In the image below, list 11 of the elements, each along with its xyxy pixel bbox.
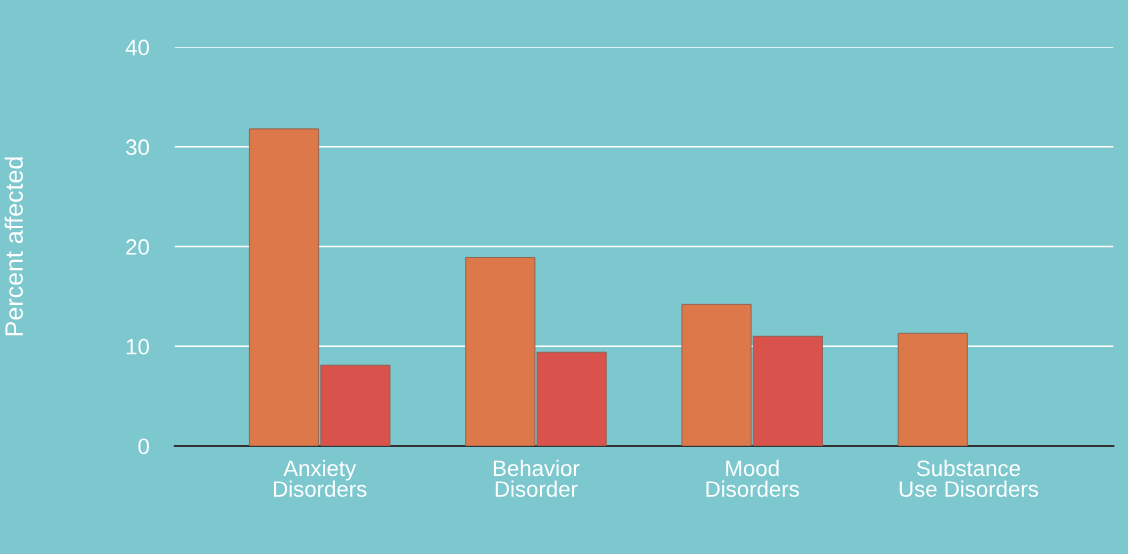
y-tick-label: 40 [125, 39, 149, 56]
y-tick-label: 0 [138, 438, 149, 455]
y-axis-title: Percent affected [4, 157, 23, 336]
x-tick-label: Mood Disorders [706, 459, 799, 497]
x-tick-label: Behavior Disorder [493, 459, 580, 497]
y-tick-label: 30 [125, 139, 149, 156]
y-tick-label: 20 [126, 239, 149, 255]
x-tick-label: Anxiety Disorders [274, 459, 367, 497]
x-tick-label: Substance Use Disorders [899, 459, 1039, 497]
y-tick-label: 10 [126, 338, 149, 355]
bar [897, 332, 968, 446]
